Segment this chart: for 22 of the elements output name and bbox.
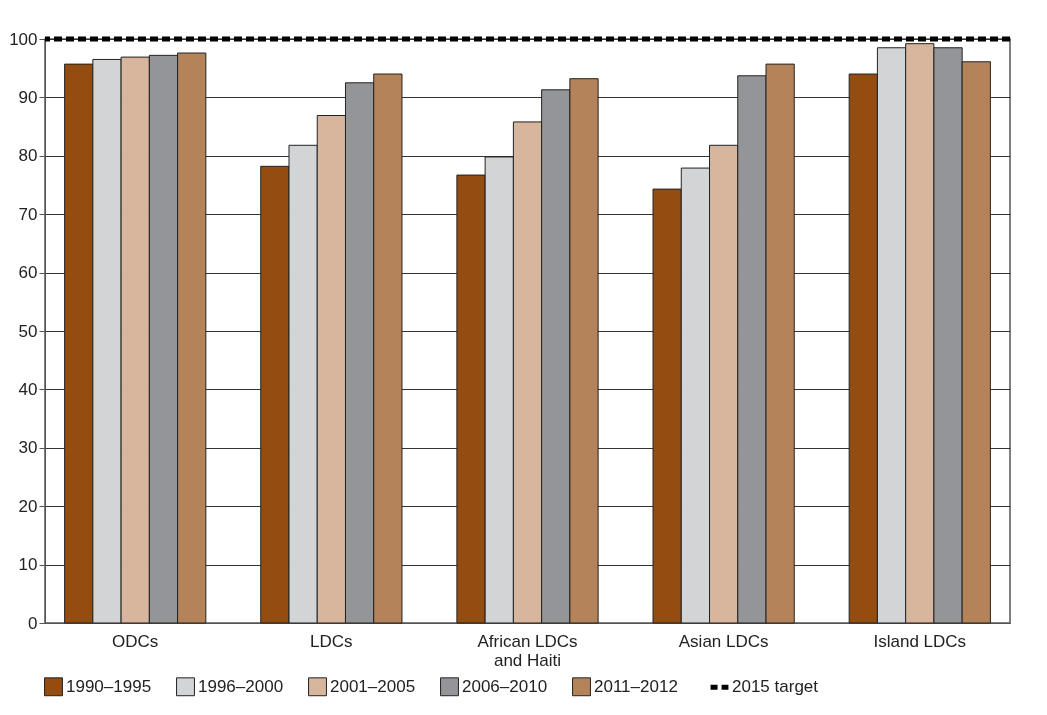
x-tick-label: LDCs <box>310 631 353 651</box>
x-tick-label: African LDCs and Haiti <box>477 631 578 670</box>
y-tick-label: 30 <box>18 438 38 458</box>
y-tick-label: 90 <box>18 87 38 107</box>
y-tick-label: 60 <box>18 263 38 283</box>
y-tick-label: 40 <box>18 379 38 399</box>
y-tick-label: 50 <box>18 321 38 341</box>
y-tick-label: 80 <box>18 146 38 166</box>
legend-label: 2011–2012 <box>594 676 678 696</box>
y-tick-label: 100 <box>9 29 38 49</box>
y-tick-label: 10 <box>18 555 38 575</box>
legend-label: 2015 target <box>732 677 819 697</box>
legend-label: 1990–1995 <box>66 676 152 696</box>
x-tick-label: Asian LDCs <box>678 631 769 651</box>
legend-label: 2001–2005 <box>330 676 416 696</box>
y-tick-label: 0 <box>28 613 38 633</box>
legend-label: 1996–2000 <box>198 676 284 696</box>
x-tick-label: ODCs <box>112 631 159 651</box>
x-tick-label: Island LDCs <box>873 631 967 651</box>
y-tick-label: 70 <box>18 204 38 224</box>
legend-label: 2006–2010 <box>462 676 548 696</box>
y-tick-label: 20 <box>18 496 38 516</box>
